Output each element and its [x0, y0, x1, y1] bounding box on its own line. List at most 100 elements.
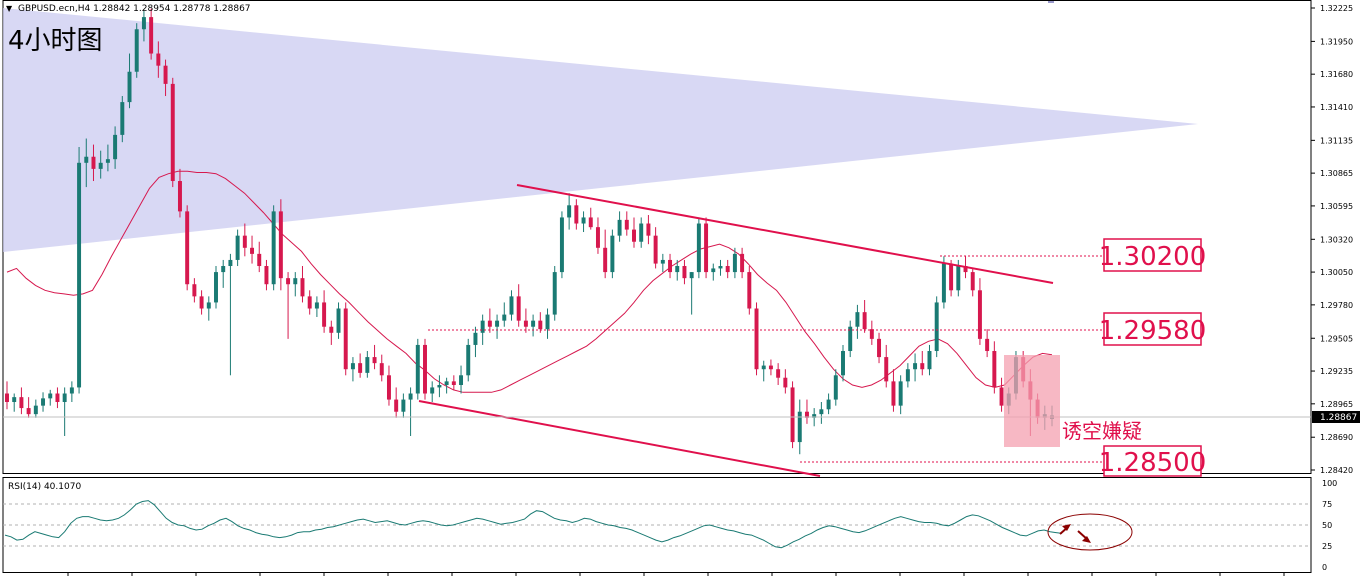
rsi-grid — [3, 503, 1311, 547]
candle — [595, 217, 600, 254]
candle — [941, 256, 946, 309]
level-2-label: 1.29580 — [1099, 312, 1206, 346]
candle — [120, 96, 125, 143]
candle — [423, 338, 427, 400]
ma-polyline — [6, 170, 1053, 393]
candle — [495, 314, 500, 339]
candle — [653, 227, 658, 269]
bear-trap-note: 诱空嫌疑 — [1062, 419, 1142, 443]
candle — [62, 387, 67, 437]
candle — [177, 168, 182, 218]
candle — [185, 205, 190, 291]
rsi-axis: 100 75 50 25 0 — [1322, 479, 1337, 572]
candle — [149, 8, 154, 60]
candle — [624, 211, 629, 236]
candle — [531, 314, 536, 337]
candle — [250, 235, 255, 264]
price-tick-label: 1.28420 — [1320, 466, 1353, 475]
price-tick-label: 1.31135 — [1320, 136, 1353, 145]
candle — [322, 290, 327, 333]
rsi-ellipse-highlight — [1047, 513, 1133, 551]
candle — [372, 344, 377, 370]
channel-lower-line — [418, 400, 821, 477]
price-tick-label: 1.30320 — [1320, 235, 1353, 244]
candle — [516, 284, 521, 327]
candle — [336, 302, 341, 339]
candle — [19, 387, 24, 415]
level-1-text: 1.30200 — [1099, 242, 1207, 272]
candle — [869, 320, 874, 345]
candle — [314, 296, 319, 318]
candle — [192, 278, 197, 303]
candle — [358, 353, 363, 378]
candle — [776, 363, 781, 386]
arrow-down-icon — [1077, 530, 1091, 543]
candle — [156, 41, 161, 78]
candle — [927, 344, 932, 376]
candle — [170, 77, 175, 188]
candle — [48, 389, 53, 406]
candle — [523, 308, 528, 333]
candle — [862, 300, 867, 333]
candle — [386, 365, 391, 406]
candle — [473, 326, 478, 358]
candle — [855, 304, 860, 339]
rsi-tick-label: 50 — [1322, 521, 1332, 530]
candle — [545, 308, 550, 339]
candle — [711, 263, 716, 281]
price-tick-label: 1.28965 — [1320, 400, 1353, 409]
candle — [509, 290, 514, 321]
candle — [264, 259, 269, 291]
candle — [848, 320, 853, 358]
candle — [999, 377, 1004, 412]
current-price-text: 1.28867 — [1320, 413, 1357, 423]
candle — [913, 353, 918, 382]
candle — [228, 253, 233, 376]
timeframe-title: 4小时图 — [8, 26, 103, 56]
candle — [5, 381, 9, 410]
candle — [134, 23, 139, 78]
menu-triangle-icon[interactable]: ▼ — [6, 4, 13, 13]
candle — [610, 229, 615, 279]
candle — [747, 266, 752, 315]
current-price-tag: 1.28867 — [1312, 411, 1360, 423]
candle — [437, 375, 442, 398]
candle — [819, 402, 824, 424]
candle — [394, 387, 399, 418]
rsi-label: RSI(14) 40.1070 — [8, 482, 81, 492]
candle — [949, 259, 954, 297]
candle — [632, 217, 636, 248]
candle — [444, 377, 449, 394]
symbol-info: GBPUSD.ecn,H4 1.28842 1.28954 1.28778 1.… — [18, 4, 251, 14]
candle — [675, 259, 680, 281]
channel-upper-line — [516, 184, 1054, 284]
price-tick-label: 1.31950 — [1320, 37, 1353, 46]
time-axis-ticks — [67, 572, 1285, 576]
price-tick-label: 1.29235 — [1320, 367, 1353, 376]
candle — [581, 211, 586, 233]
candle — [242, 223, 247, 257]
candle — [567, 193, 572, 230]
candle — [33, 399, 38, 418]
candle — [696, 217, 701, 279]
price-tick-label: 1.30595 — [1320, 202, 1353, 211]
candle — [833, 369, 838, 406]
rsi-tick-label: 0 — [1322, 563, 1327, 572]
candle — [343, 302, 348, 376]
candle — [69, 381, 74, 403]
candle — [891, 369, 896, 412]
candle — [725, 259, 730, 279]
candle — [466, 338, 471, 382]
candle — [430, 381, 435, 403]
level-1-label: 1.30200 — [1099, 238, 1207, 272]
candle — [221, 259, 226, 288]
candle — [379, 354, 384, 382]
candle — [365, 351, 370, 378]
candle — [646, 215, 651, 245]
candle — [790, 381, 795, 449]
candle — [41, 392, 46, 412]
candle — [257, 241, 262, 273]
candle — [199, 290, 204, 315]
candle — [278, 199, 283, 291]
